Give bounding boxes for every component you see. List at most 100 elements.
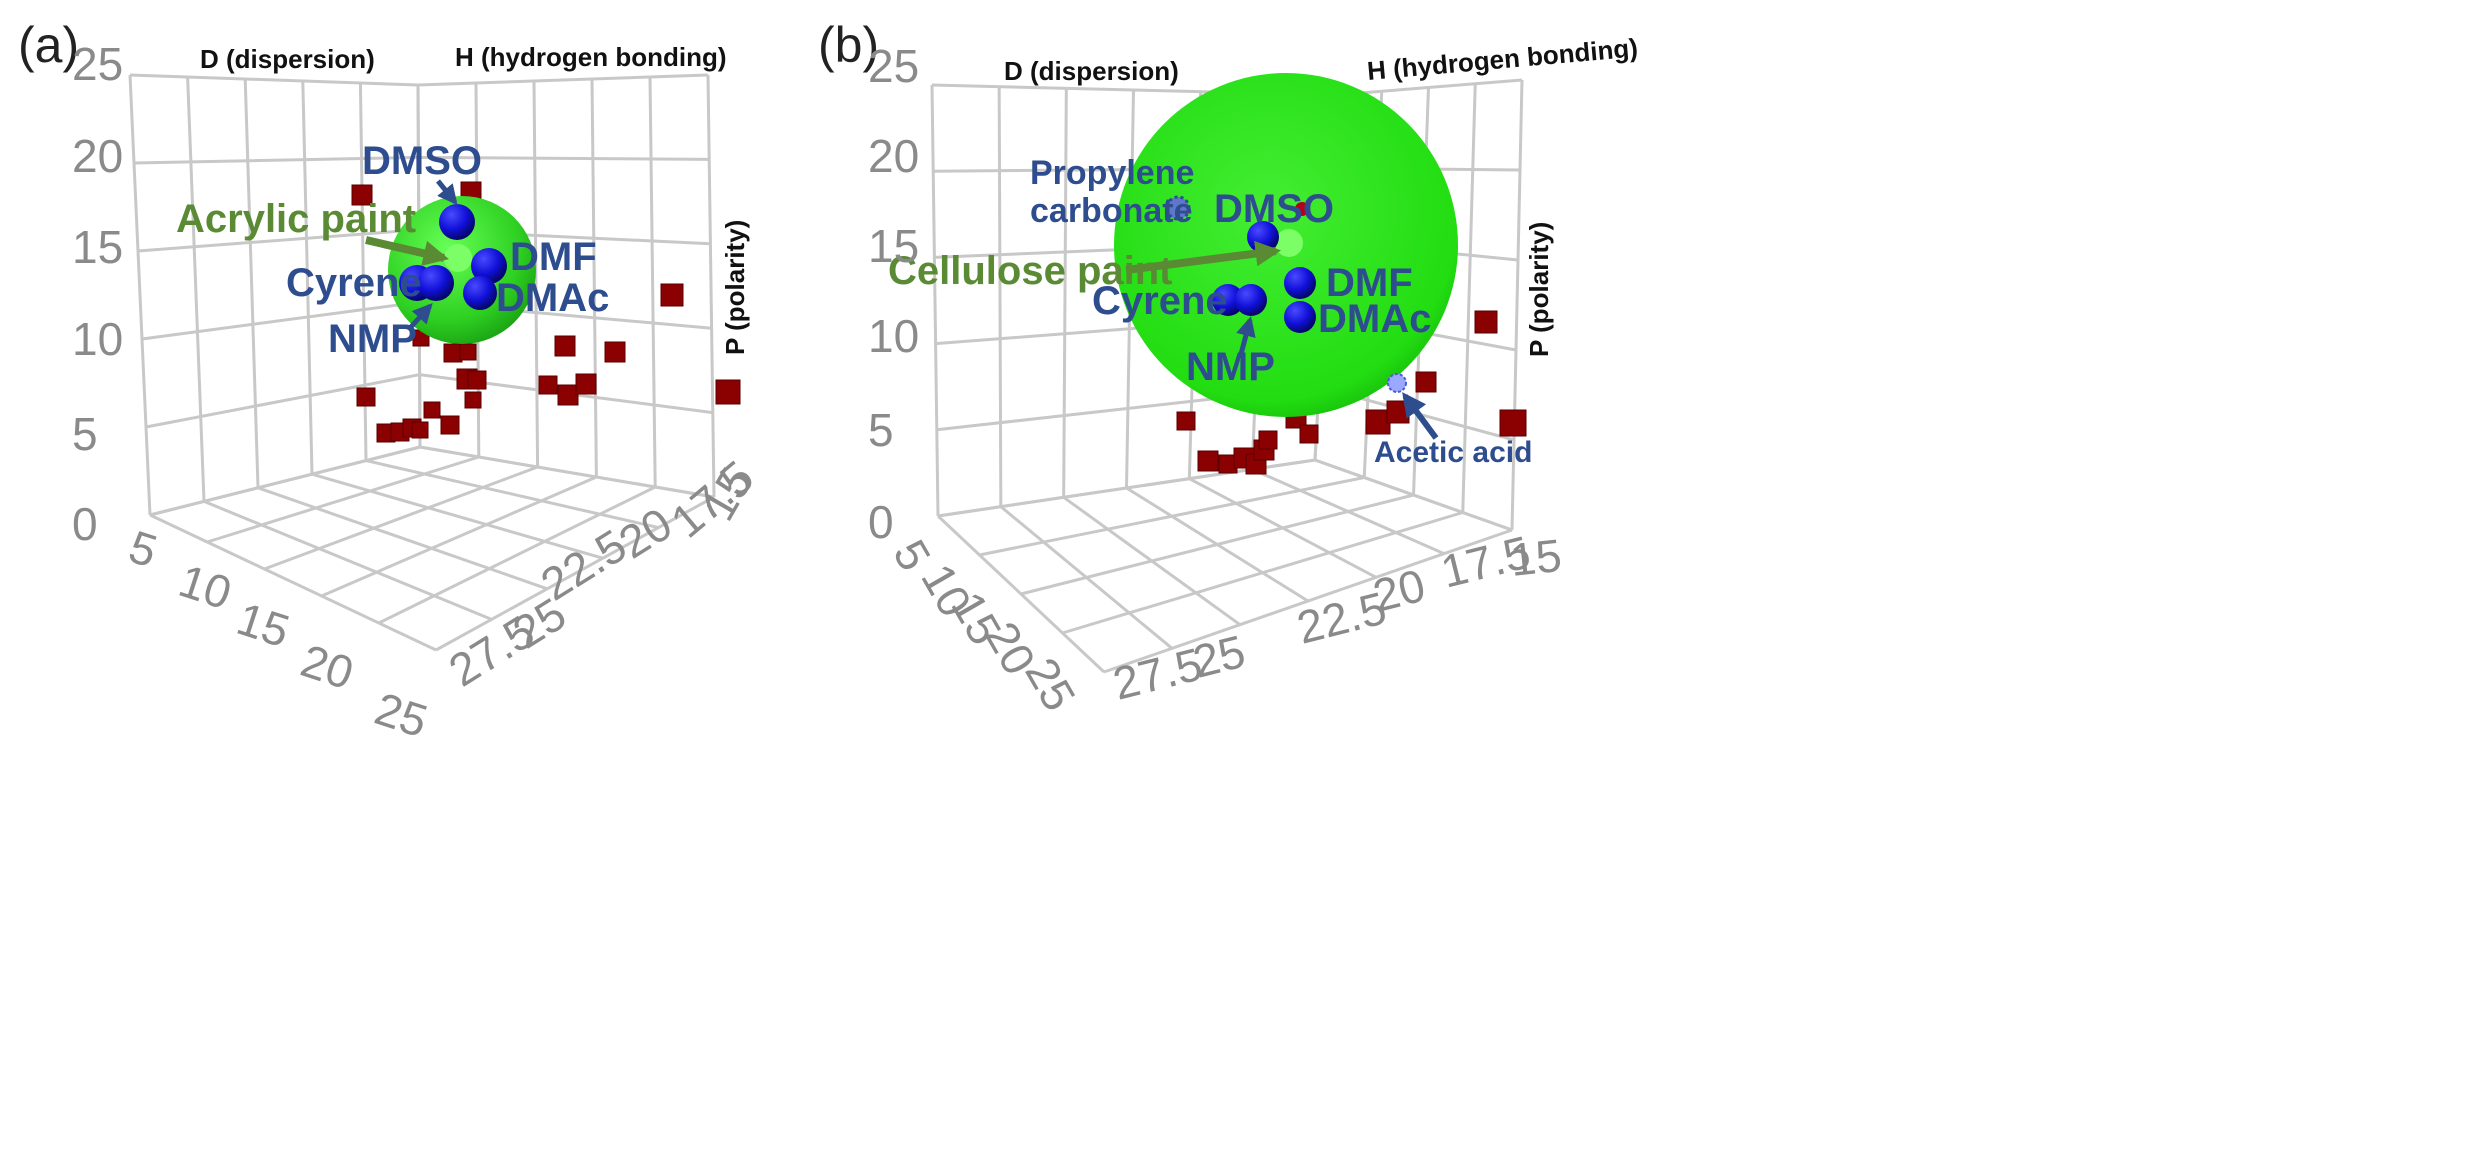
vtick-a-3: 15: [72, 221, 123, 273]
solvent-cyrene-b: [1212, 284, 1244, 316]
other-solvents-a: [351, 181, 741, 443]
grid-line: [1461, 83, 1477, 513]
grid-line: [203, 500, 493, 621]
grid-line: [1251, 467, 1445, 556]
grid-line: [1314, 458, 1513, 532]
grid-line: [321, 475, 597, 598]
solvent-dmso-a: [439, 204, 475, 240]
grid-line: [149, 445, 421, 517]
grid-line: [301, 80, 314, 475]
other-solvent-cube-b: [1474, 310, 1498, 334]
solvent-nmp-b: [1235, 284, 1267, 316]
lftick-a-2: 15: [231, 592, 296, 657]
solvent-nmp-a: [418, 265, 454, 301]
other-solvent-cube-a: [356, 387, 376, 407]
rftick-b-1: 25: [1188, 625, 1250, 688]
grid-line: [186, 76, 206, 502]
axis-name-h-a: H (hydrogen bonding): [455, 42, 727, 72]
other-solvent-cube-a: [660, 283, 684, 307]
grid-line: [149, 445, 715, 517]
solvent-markers-a: [399, 204, 507, 310]
label-dmac-a: DMAc: [496, 276, 609, 320]
grid-line: [128, 74, 152, 516]
other-solvent-cube-b: [1386, 400, 1410, 424]
axis-name-d-a: D (dispersion): [200, 44, 375, 74]
rftick-b-5: 15: [1508, 529, 1564, 586]
grid-line: [257, 486, 548, 591]
axis-name-d-b: D (dispersion): [1004, 56, 1179, 86]
grid-line: [263, 465, 539, 571]
grid-line: [129, 73, 709, 87]
arrow-acetic: [1402, 392, 1439, 440]
grid-line: [590, 78, 598, 478]
vtick-a-5: 25: [72, 38, 123, 90]
lftick-a-0: 5: [123, 520, 163, 577]
panel-label-a: (a): [18, 17, 79, 73]
grid-line: [706, 74, 716, 498]
label-nmp-b: NMP: [1186, 345, 1275, 389]
panel-b: (b) Propylene carbonate DMSO Cellulose p…: [818, 17, 1639, 719]
grid-line: [936, 514, 1106, 674]
vtick-b-3: 15: [868, 220, 919, 272]
solvent-dmf-b: [1284, 267, 1316, 299]
arrow-acrylic: [365, 236, 449, 266]
other-solvent-cube-a: [440, 415, 460, 435]
left-floor-ticks-a: 5 10 15 20 25: [123, 520, 434, 747]
solvent-dmac-b: [1284, 301, 1316, 333]
vtick-a-2: 10: [72, 313, 123, 365]
label-dmso-b: DMSO: [1214, 187, 1334, 231]
other-solvent-cube-b: [1258, 430, 1278, 450]
grid-line: [378, 485, 656, 625]
other-solvent-cube-b: [1499, 409, 1527, 437]
other-solvent-cube-a: [575, 373, 597, 395]
vtick-a-1: 5: [72, 408, 98, 460]
panel-label-b: (b): [818, 17, 879, 73]
axis-name-h-b: H (hydrogen bonding): [1366, 32, 1639, 86]
right-floor-ticks-b: 27.5 25 22.5 20 17.5 15: [1108, 526, 1564, 710]
grid-line: [1510, 79, 1524, 531]
grid-line: [435, 495, 715, 652]
solvent-dmac-a: [463, 276, 497, 310]
label-acetic-acid: Acetic acid: [1374, 436, 1532, 469]
other-solvent-cube-b: [1176, 411, 1196, 431]
label-nmp-a: NMP: [328, 317, 417, 361]
vertical-ticks-a: 0 5 10 15 20 25: [72, 38, 123, 550]
axis-name-p-b: P (polarity): [1524, 222, 1554, 357]
grid-line: [1125, 486, 1309, 603]
label-cellulose-paint: Cellulose paint: [888, 249, 1173, 293]
sphere-center-acrylic: [444, 244, 472, 272]
other-solvent-cube-a: [351, 184, 373, 206]
grid-line: [365, 459, 659, 530]
other-solvent-cube-b: [1299, 424, 1319, 444]
other-solvent-cube-b: [1197, 450, 1219, 472]
label-dmf-a: DMF: [510, 235, 597, 279]
panel-a: (a) DMSO Acrylic paint DMF Cyrene DMAc N…: [18, 17, 763, 747]
solvent-acetic-acid: [1387, 373, 1407, 393]
sphere-center-cellulose: [1275, 229, 1303, 257]
other-solvent-cube-a: [715, 379, 741, 405]
lftick-a-1: 10: [173, 554, 238, 619]
grid-a: [128, 73, 716, 652]
label-dmso-a: DMSO: [362, 139, 482, 183]
red-point-in-sphere: [1295, 202, 1309, 216]
grid-line: [1062, 496, 1241, 626]
lftick-a-3: 20: [295, 634, 360, 699]
label-dmf-b: DMF: [1326, 261, 1413, 305]
label-cyrene-a: Cyrene: [286, 261, 422, 305]
other-solvent-cube-a: [554, 335, 576, 357]
other-solvent-cube-a: [604, 341, 626, 363]
vtick-b-0: 0: [868, 496, 894, 548]
grid-line: [311, 472, 604, 560]
label-propylene-line2: carbonate: [1030, 192, 1193, 230]
vtick-b-1: 5: [868, 404, 894, 456]
grid-line: [419, 445, 715, 499]
other-solvent-cube-a: [538, 375, 558, 395]
arrow-nmp-b: [1236, 316, 1256, 359]
solvent-propylene-carbonate: [1165, 195, 1191, 221]
other-solvent-cube-a: [459, 343, 477, 361]
arrow-cellulose: [1125, 240, 1282, 274]
rftick-b-3: 20: [1368, 559, 1430, 622]
other-solvent-cube-a: [411, 421, 429, 439]
arrow-dmso-a: [436, 179, 458, 206]
vtick-a-4: 20: [72, 130, 123, 182]
